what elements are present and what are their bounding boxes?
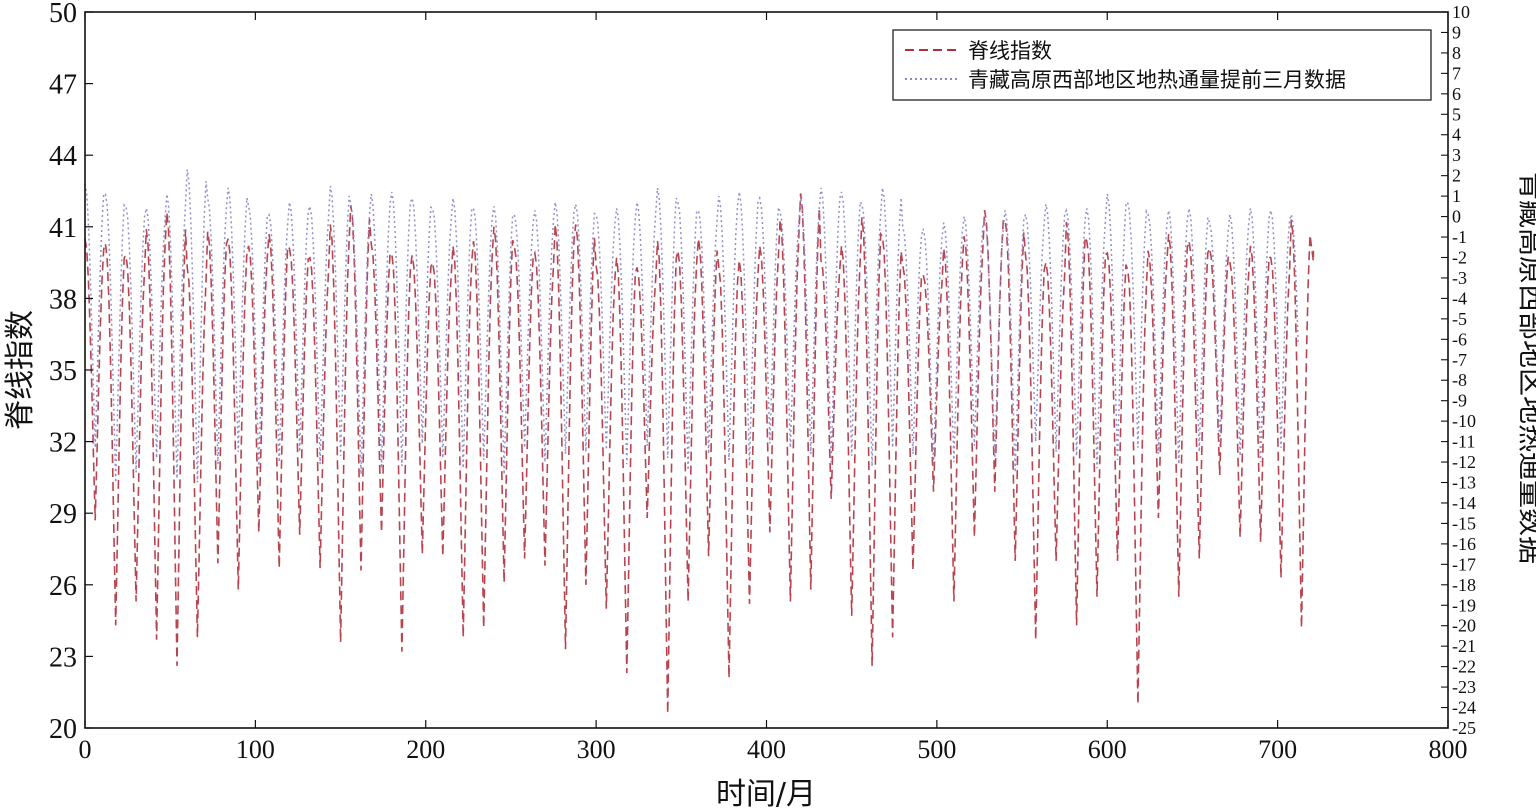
y2-tick-label: -25 — [1452, 718, 1476, 738]
y-tick-label: 38 — [49, 284, 77, 315]
plot-frame — [84, 11, 1449, 729]
y2-tick-label: 3 — [1452, 145, 1461, 165]
y-tick-label: 44 — [49, 141, 77, 172]
y2-tick-label: -3 — [1452, 268, 1467, 288]
y2-tick-label: -12 — [1452, 452, 1476, 472]
y2-tick-label: -1 — [1452, 227, 1467, 247]
x-tick-label: 700 — [1258, 735, 1297, 764]
y-tick-label: 20 — [49, 714, 77, 745]
y2-ticks: -25-24-23-22-21-20-19-18-17-16-15-14-13-… — [1441, 2, 1476, 738]
y2-tick-label: 0 — [1452, 207, 1461, 227]
y2-tick-label: -21 — [1452, 636, 1476, 656]
y2-tick-label: -7 — [1452, 350, 1467, 370]
x-tick-label: 0 — [79, 735, 92, 764]
y2-tick-label: -14 — [1452, 493, 1476, 513]
y2-tick-label: -10 — [1452, 411, 1476, 431]
x-tick-label: 800 — [1429, 735, 1468, 764]
y2-tick-label: -13 — [1452, 473, 1476, 493]
y2-tick-label: -23 — [1452, 677, 1476, 697]
legend-label-ridge-index: 脊线指数 — [968, 39, 1052, 63]
y-tick-label: 32 — [49, 428, 77, 459]
y2-tick-label: -15 — [1452, 513, 1476, 533]
y2-tick-label: -5 — [1452, 309, 1467, 329]
x-tick-label: 600 — [1088, 735, 1127, 764]
y-axis-title: 脊线指数 — [3, 310, 38, 430]
y-tick-label: 29 — [49, 499, 77, 530]
y2-tick-label: -18 — [1452, 575, 1476, 595]
x-ticks: 0 100 200 300 400 500 600 700 800 — [79, 12, 1468, 764]
y2-tick-label: -22 — [1452, 657, 1476, 677]
geothermal-flux-series-line — [84, 169, 1299, 483]
x-tick-label: 300 — [577, 735, 616, 764]
y2-tick-label: 1 — [1452, 186, 1461, 206]
y2-tick-label: -19 — [1452, 595, 1476, 615]
y2-tick-label: 10 — [1452, 2, 1470, 22]
x-axis-title: 时间/月 — [716, 777, 816, 811]
y-tick-label: 41 — [49, 213, 77, 244]
y2-tick-label: 4 — [1452, 125, 1461, 145]
y2-tick-label: 9 — [1452, 22, 1461, 42]
y-tick-label: 47 — [49, 70, 77, 101]
y2-tick-label: -2 — [1452, 247, 1467, 267]
y2-tick-label: 7 — [1452, 63, 1461, 83]
y2-axis-title: 青藏高原西部地区地热通量数据 — [1515, 172, 1536, 564]
y-ticks: 20 23 26 29 32 35 38 41 44 47 50 — [49, 0, 93, 745]
y2-tick-label: -4 — [1452, 288, 1467, 308]
y2-tick-label: -9 — [1452, 391, 1467, 411]
y-tick-label: 35 — [49, 356, 77, 387]
y2-tick-label: 2 — [1452, 166, 1461, 186]
legend-box — [892, 29, 1432, 101]
y-tick-label: 26 — [49, 571, 77, 602]
y2-tick-label: 5 — [1452, 104, 1461, 124]
y2-tick-label: 8 — [1452, 43, 1461, 63]
y2-tick-label: -24 — [1452, 698, 1476, 718]
y2-tick-label: -16 — [1452, 534, 1476, 554]
legend: 脊线指数 青藏高原西部地区地热通量提前三月数据 — [892, 29, 1432, 101]
y2-tick-label: -17 — [1452, 554, 1476, 574]
x-tick-label: 500 — [917, 735, 956, 764]
y2-tick-label: -6 — [1452, 329, 1467, 349]
y2-tick-label: -11 — [1452, 432, 1475, 452]
legend-label-geothermal: 青藏高原西部地区地热通量提前三月数据 — [968, 68, 1346, 92]
y-tick-label: 23 — [49, 642, 77, 673]
series-layer — [84, 169, 1315, 714]
x-tick-label: 400 — [747, 735, 786, 764]
y2-tick-label: -8 — [1452, 370, 1467, 390]
x-tick-label: 100 — [236, 735, 275, 764]
x-tick-label: 200 — [406, 735, 445, 764]
y2-tick-label: -20 — [1452, 616, 1476, 636]
y-tick-label: 50 — [49, 0, 77, 29]
y2-tick-label: 6 — [1452, 84, 1461, 104]
ridge-index-series-line — [84, 193, 1315, 714]
